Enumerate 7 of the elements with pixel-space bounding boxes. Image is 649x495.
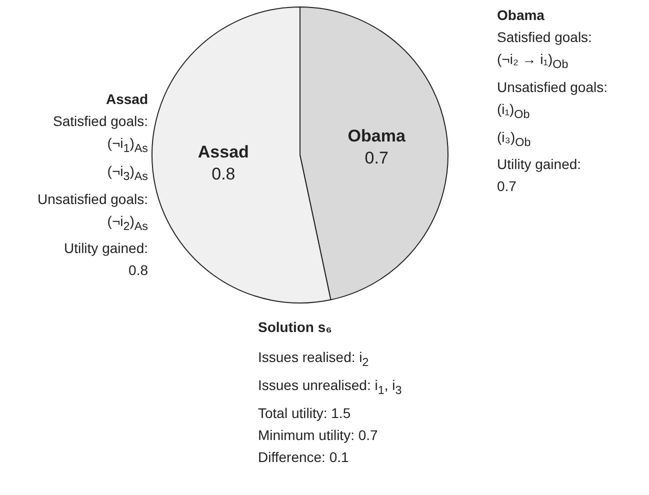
text: Assad Satisfied goals: (¬i$_{1}$)$_{As}$ (¬i$_{3}$)$_{As}$ Unsatisfied goals: (¬i$_{2}$)$_{As}$ Utility gained: 0.8 [37,91,148,278]
data-label: 0.7 [364,148,388,168]
text: Solution s₆ Issues realised: i$_{2}$ Issues unrealised: i$_{1}$, i$_{3}$ Total utility: 1.5 Minimum utility: 0.7 Difference: 0.1 [258,319,402,465]
text: Obama Satisfied goals: (¬i₂ → i₁)$_{Ob}$ Unsatisfied goals: (i₁)$_{Ob}$ (i₃)$_{Ob}$ Utility gained: 0.7 [497,7,608,194]
slice-label: Assad [198,142,249,162]
data-label: 0.8 [212,164,236,184]
slice-label: Obama [348,126,406,146]
